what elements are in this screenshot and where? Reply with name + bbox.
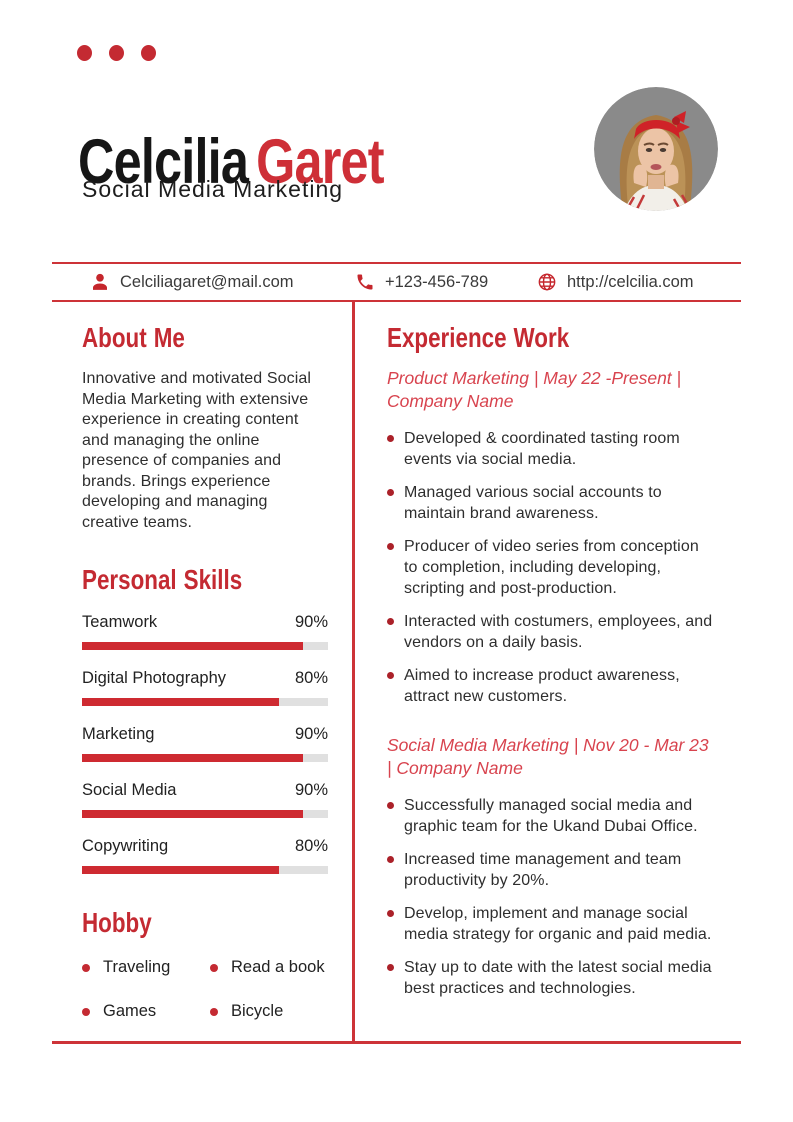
job-bullet: Increased time management and team produ… xyxy=(387,849,714,891)
role-subtitle: Social Media Marketing xyxy=(82,176,344,202)
skill-digital-photography: Digital Photography 80% xyxy=(82,669,328,706)
red-dot-icon xyxy=(141,45,156,61)
job-bullet: Interacted with costumers, employees, an… xyxy=(387,611,714,653)
skill-label: Teamwork xyxy=(82,613,158,631)
skill-bar-track xyxy=(82,866,328,874)
hobby-item-traveling: Traveling xyxy=(82,958,210,977)
person-icon xyxy=(93,273,107,290)
hobby-heading: Hobby xyxy=(82,907,152,938)
job-bullet: Producer of video series from conception… xyxy=(387,536,714,599)
skill-social-media: Social Media 90% xyxy=(82,781,328,818)
skill-percent: 80% xyxy=(294,669,328,687)
hobby-section: Hobby Traveling Read a book Games Bicycl… xyxy=(82,907,328,1021)
contact-phone-text: +123-456-789 xyxy=(385,272,489,291)
hobby-label: Bicycle xyxy=(231,1002,284,1020)
job-bullet: Develop, implement and manage social med… xyxy=(387,903,714,945)
skill-label: Digital Photography xyxy=(82,669,227,687)
right-column: Experience Work Product Marketing | May … xyxy=(387,322,714,1011)
globe-icon xyxy=(538,273,556,291)
phone-icon xyxy=(357,274,373,290)
last-name: Garet xyxy=(256,127,384,198)
skill-bar-fill xyxy=(82,754,304,762)
skill-bar-track xyxy=(82,698,328,706)
bottom-rule-line xyxy=(52,1041,741,1044)
skill-percent: 90% xyxy=(294,613,328,631)
hobby-list: Traveling Read a book Games Bicycle xyxy=(82,958,328,1021)
contact-email-text: Celciliagaret@mail.com xyxy=(120,272,294,291)
skill-bar-track xyxy=(82,642,328,650)
hobby-label: Games xyxy=(103,1002,157,1020)
hobby-label: Traveling xyxy=(103,958,171,976)
left-column: About Me Innovative and motivated Social… xyxy=(82,322,328,1021)
three-red-dots xyxy=(77,45,156,61)
about-text: Innovative and motivated Social Media Ma… xyxy=(82,370,312,531)
contact-bar: Celciliagaret@mail.com +123-456-789 http… xyxy=(52,262,741,302)
contact-website: http://celcilia.com xyxy=(537,264,694,300)
bullet-dot-icon xyxy=(210,1007,218,1016)
job-title: Product Marketing | May 22 -Present | Co… xyxy=(387,368,682,411)
hobby-item-read-a-book: Read a book xyxy=(210,958,328,977)
skill-bar-track xyxy=(82,810,328,818)
bullet-dot-icon xyxy=(82,1007,90,1016)
skill-bar-fill xyxy=(82,810,304,818)
skill-percent: 90% xyxy=(294,725,328,743)
skill-bar-fill xyxy=(82,642,304,650)
job-bullet-list: Successfully managed social media and gr… xyxy=(387,795,714,999)
contact-phone: +123-456-789 xyxy=(355,264,488,300)
first-name: Celcilia xyxy=(78,127,249,198)
experience-job-2: Social Media Marketing | Nov 20 - Mar 23… xyxy=(387,734,714,999)
contact-website-text: http://celcilia.com xyxy=(567,272,694,291)
skill-copywriting: Copywriting 80% xyxy=(82,837,328,874)
bullet-dot-icon xyxy=(82,963,90,972)
skills-heading: Personal Skills xyxy=(82,564,243,595)
skill-percent: 80% xyxy=(294,837,328,855)
bullet-dot-icon xyxy=(210,963,218,972)
profile-photo xyxy=(594,87,718,211)
red-dot-icon xyxy=(77,45,92,61)
skill-label: Social Media xyxy=(82,781,177,799)
experience-heading: Experience Work xyxy=(387,322,570,353)
skill-marketing: Marketing 90% xyxy=(82,725,328,762)
column-divider-line xyxy=(352,302,355,1041)
experience-job-1: Product Marketing | May 22 -Present | Co… xyxy=(387,367,714,707)
skill-teamwork: Teamwork 90% xyxy=(82,613,328,650)
hobby-item-bicycle: Bicycle xyxy=(210,1002,328,1021)
job-bullet: Aimed to increase product awareness, att… xyxy=(387,665,714,707)
hobby-label: Read a book xyxy=(231,958,325,976)
job-bullet: Successfully managed social media and gr… xyxy=(387,795,714,837)
skills-section: Personal Skills Teamwork 90% Digital Pho… xyxy=(82,564,328,874)
hobby-item-games: Games xyxy=(82,1002,210,1021)
skill-bar-fill xyxy=(82,866,279,874)
job-bullet: Stay up to date with the latest social m… xyxy=(387,957,714,999)
full-name: Celcilia Garet xyxy=(78,126,385,198)
job-bullet: Developed & coordinated tasting room eve… xyxy=(387,428,714,470)
skill-percent: 90% xyxy=(294,781,328,799)
profile-photo-illustration xyxy=(594,87,718,211)
job-bullet: Managed various social accounts to maint… xyxy=(387,482,714,524)
job-title: Social Media Marketing | Nov 20 - Mar 23… xyxy=(387,735,709,778)
skill-label: Copywriting xyxy=(82,837,169,855)
red-dot-icon xyxy=(109,45,124,61)
skill-label: Marketing xyxy=(82,725,155,743)
contact-email: Celciliagaret@mail.com xyxy=(90,264,294,300)
job-bullet-list: Developed & coordinated tasting room eve… xyxy=(387,428,714,707)
about-heading: About Me xyxy=(82,322,185,353)
skill-bar-track xyxy=(82,754,328,762)
skill-bar-fill xyxy=(82,698,279,706)
